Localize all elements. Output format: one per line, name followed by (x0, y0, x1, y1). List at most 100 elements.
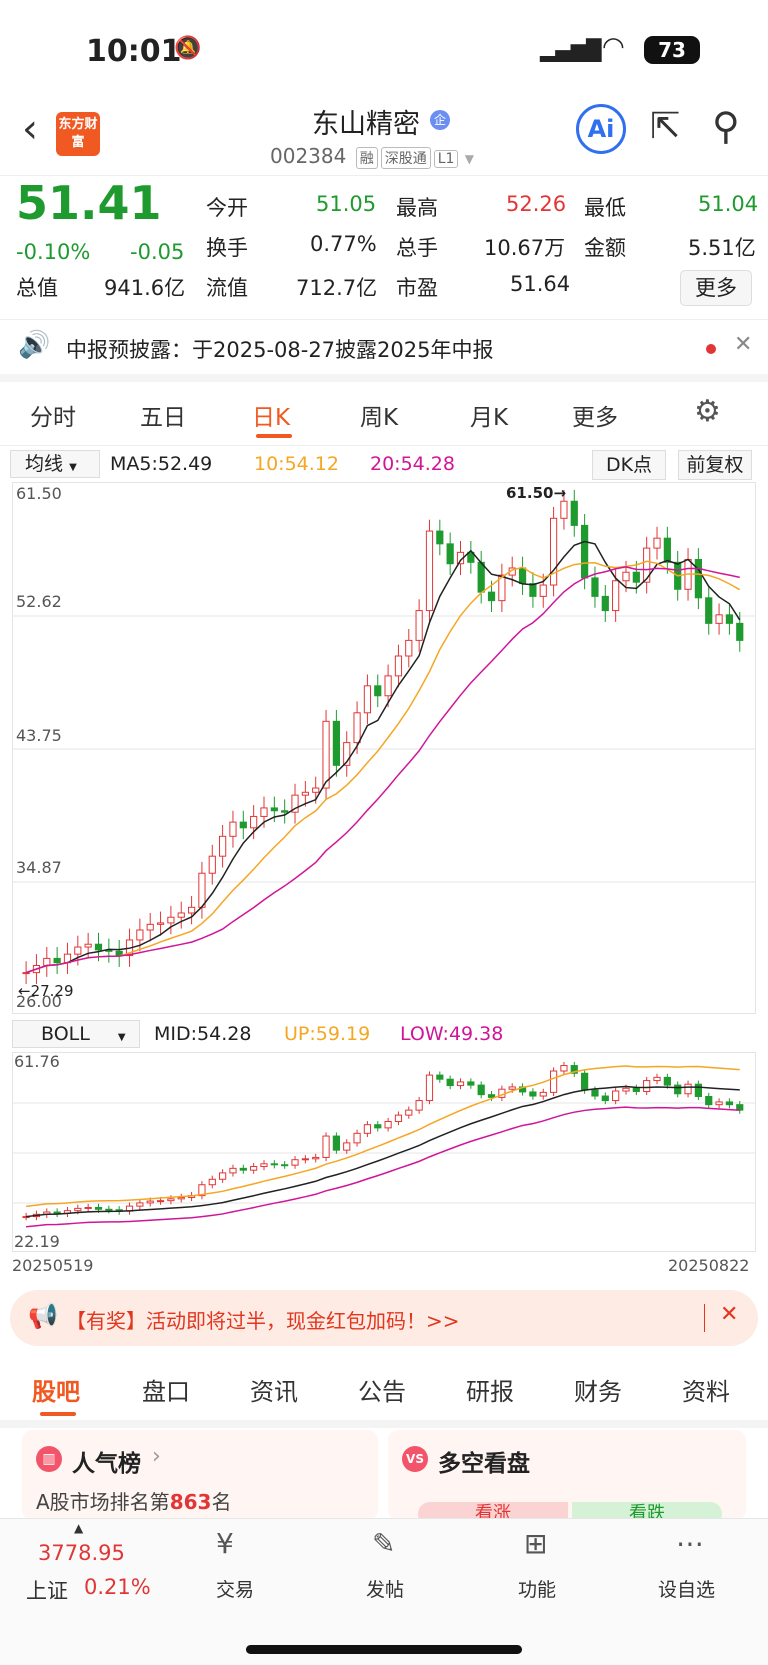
stock-header: ‹ 东方财富 东山精密 企 002384 融深股通 L1 ▼ Ai ⇱ ⚲ (0, 100, 768, 176)
ai-button[interactable]: Ai (576, 104, 626, 154)
tab-intraday[interactable]: 分时 (30, 405, 76, 431)
axis-label-max: 61.50 (16, 484, 62, 503)
value-open: 51.05 (316, 192, 377, 216)
low-annotation: ←27.29 (18, 982, 74, 1000)
boll-select[interactable]: BOLL ▼ (12, 1020, 140, 1048)
promo-text: 【有奖】活动即将过半，现金红包加码！>> (66, 1309, 460, 1333)
more-button[interactable]: 更多 (680, 270, 752, 306)
tab-active-underline (40, 1412, 76, 1416)
candle-body (146, 923, 154, 931)
candle-body (653, 1076, 661, 1082)
bull-bear-card[interactable]: VS 多空看盘 看涨 看跌 (388, 1430, 746, 1526)
tab-profile[interactable]: 资料 (682, 1378, 730, 1406)
candle-body (74, 1207, 82, 1212)
candle-body (467, 551, 475, 563)
ma10-line (25, 560, 741, 974)
tab-more[interactable]: 更多 (572, 405, 618, 431)
label-total-cap: 总值 (16, 276, 58, 300)
brand-logo: 东方财富 (56, 112, 100, 156)
tab-finance[interactable]: 财务 (574, 1378, 622, 1406)
popularity-card[interactable]: ▥ 人气榜 › A股市场排名第863名 (22, 1430, 378, 1520)
date-start: 20250519 (12, 1256, 94, 1275)
candle-body (570, 1065, 578, 1074)
candle-body (581, 1072, 589, 1091)
tab-pankou[interactable]: 盘口 (142, 1378, 190, 1406)
dk-button[interactable]: DK点 (592, 450, 666, 480)
candle-body (405, 639, 413, 657)
adjust-button[interactable]: 前复权 (678, 450, 752, 480)
rank-suffix: 名 (211, 1490, 232, 1514)
label-volume: 总手 (396, 236, 438, 260)
red-dot (706, 344, 716, 354)
vs-icon: VS (402, 1446, 428, 1472)
kline-chart[interactable] (12, 482, 756, 1014)
value-total-cap: 941.6亿 (104, 276, 186, 300)
stock-name: 东山精密 (312, 109, 420, 140)
candle-body (436, 1074, 444, 1080)
candle-body (591, 577, 599, 597)
change-abs: -0.05 (130, 240, 185, 264)
index-value[interactable]: 3778.95 (38, 1541, 125, 1565)
candle-body (84, 943, 92, 948)
index-pct: 0.21% (84, 1575, 151, 1599)
close-icon[interactable]: ✕ (734, 332, 753, 357)
candle-body (736, 1104, 744, 1111)
tab-monthly[interactable]: 月K (470, 405, 509, 431)
tab-announce[interactable]: 公告 (358, 1378, 406, 1406)
watchlist-button[interactable]: 设自选 (658, 1579, 716, 1601)
trade-button[interactable]: 交易 (216, 1579, 255, 1601)
candle-body (53, 957, 61, 964)
candle-body (229, 821, 237, 837)
candle-body (715, 614, 723, 624)
candle-body (539, 584, 547, 597)
post-icon: ✎ (372, 1527, 396, 1560)
tab-research[interactable]: 研报 (466, 1378, 514, 1406)
mute-icon: 🔕 (174, 36, 202, 61)
candle-body (22, 1216, 30, 1219)
tab-news[interactable]: 资讯 (250, 1378, 298, 1406)
axis-label-min: 26.00 (16, 992, 62, 1011)
megaphone-icon: 📢 (28, 1302, 58, 1330)
tab-guba[interactable]: 股吧 (32, 1378, 80, 1406)
search-icon[interactable]: ⚲ (712, 104, 740, 148)
promo-banner[interactable]: 📢 【有奖】活动即将过半，现金红包加码！>> ✕ (10, 1290, 758, 1346)
chevron-down-icon[interactable]: ▼ (464, 152, 475, 166)
label-low: 最低 (584, 196, 626, 220)
candle-body (229, 1167, 237, 1174)
boll-chart[interactable] (12, 1052, 756, 1252)
candle-body (477, 561, 485, 593)
candle-body (425, 1074, 434, 1102)
tab-daily[interactable]: 日K (252, 405, 291, 431)
candle-body (363, 685, 372, 714)
candle-body (415, 1100, 423, 1111)
candle-body (694, 558, 702, 599)
candle-body (301, 791, 309, 796)
candle-body (612, 1090, 620, 1102)
candle-body (581, 524, 589, 579)
candle-body (570, 500, 578, 526)
trade-icon: ¥ (216, 1527, 234, 1560)
candle-body (705, 1095, 713, 1106)
apps-icon: ⊞ (524, 1527, 548, 1560)
notice-bar[interactable]: 🔊 中报预披露：于2025-08-27披露2025年中报 ✕ (0, 320, 768, 382)
rank-line: A股市场排名第863名 (36, 1486, 231, 1515)
back-icon[interactable]: ‹ (22, 106, 38, 152)
tab-weekly[interactable]: 周K (360, 405, 399, 431)
share-icon[interactable]: ⇱ (650, 106, 681, 147)
candle-body (270, 807, 278, 812)
candle-body (663, 537, 671, 563)
axis-label-2: 52.62 (16, 592, 62, 611)
ma20-line (25, 566, 740, 974)
candle-body (136, 1202, 144, 1207)
close-icon[interactable]: ✕ (720, 1302, 739, 1327)
gear-icon[interactable]: ⚙ (694, 394, 721, 429)
notice-text: 中报预披露：于2025-08-27披露2025年中报 (66, 338, 494, 362)
candle-body (156, 922, 165, 925)
function-button[interactable]: 功能 (518, 1579, 557, 1601)
label-high: 最高 (396, 196, 438, 220)
indicator-select[interactable]: 均线 ▼ (10, 450, 100, 478)
tab-5day[interactable]: 五日 (140, 405, 186, 431)
post-button[interactable]: 发帖 (366, 1579, 405, 1601)
ma5-value: MA5:52.49 (110, 453, 213, 475)
candle-body (446, 543, 454, 565)
